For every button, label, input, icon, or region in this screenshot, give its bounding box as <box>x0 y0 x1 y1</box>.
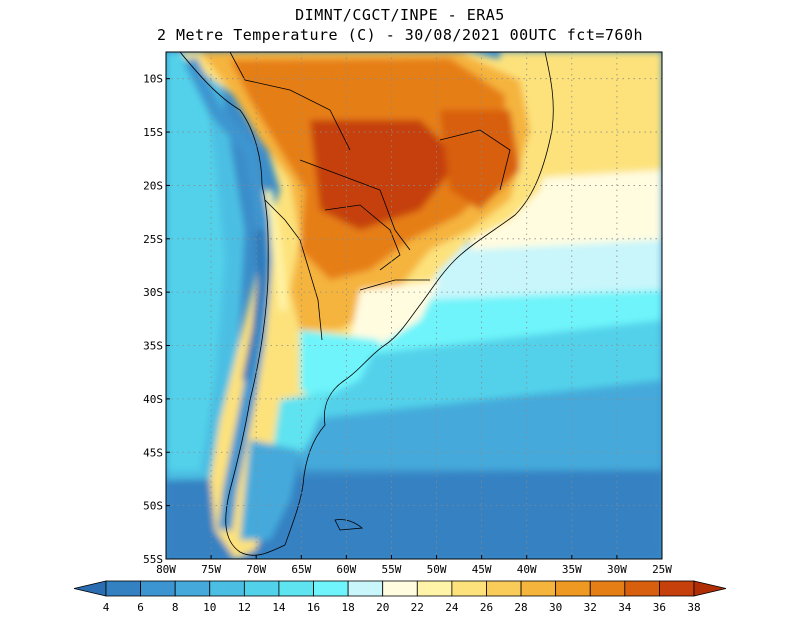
lon-tick-label: 30W <box>607 563 627 576</box>
colorbar-label: 30 <box>549 601 562 614</box>
longitude-ticks: 80W 75W 70W 65W 60W 55W 50W 45W 40W 35W 30W 25W <box>156 555 672 576</box>
colorbar-swatch <box>105 580 141 597</box>
graticule <box>166 52 662 559</box>
colorbar-label: 22 <box>411 601 424 614</box>
colorbar-label: 36 <box>653 601 666 614</box>
border-bolivia-brazil <box>299 159 411 251</box>
temperature-field <box>166 52 662 559</box>
colorbar-swatch <box>520 580 557 597</box>
colorbar-label: 6 <box>137 601 144 614</box>
colorbar: 4 6 8 10 12 14 16 18 20 22 24 26 28 30 32 34 36 38 <box>73 580 727 614</box>
lon-tick-label: 45W <box>472 563 492 576</box>
andes-high <box>242 229 266 381</box>
lat-tick-label: 30S <box>143 286 163 299</box>
lon-tick-label: 65W <box>291 563 311 576</box>
colorbar-swatch <box>486 580 522 597</box>
lon-tick-label: 75W <box>201 563 221 576</box>
colorbar-swatch <box>243 580 280 597</box>
coastlines <box>179 52 554 556</box>
colorbar-label: 4 <box>103 601 110 614</box>
lat-tick-label: 10S <box>143 73 163 86</box>
uruguay-region <box>350 280 440 345</box>
lon-tick-label: 35W <box>562 563 582 576</box>
lat-tick-label: 15S <box>143 126 163 139</box>
pacific-band-warm <box>166 52 225 470</box>
border-peru-bolivia <box>229 52 351 151</box>
latitude-ticks: 10S 15S 20S 25S 30S 35S 40S 45S 50S 55S <box>143 73 170 566</box>
lon-tick-label: 70W <box>246 563 266 576</box>
colorbar-label: 10 <box>203 601 216 614</box>
pacific-coastline <box>179 52 286 556</box>
colorbar-label: 14 <box>272 601 286 614</box>
colorbar-label: 38 <box>687 601 700 614</box>
land-hot-core <box>310 120 460 230</box>
atlantic-band-20 <box>400 230 662 300</box>
colorbar-label: 34 <box>618 601 632 614</box>
figure-title-line1: DIMNT/CGCT/INPE - ERA5 <box>295 6 505 24</box>
lon-tick-label: 60W <box>336 563 356 576</box>
colorbar-swatch <box>659 580 695 597</box>
lon-tick-label: 40W <box>517 563 537 576</box>
colorbar-swatch <box>624 580 660 597</box>
border-paraguay <box>324 204 401 271</box>
pampas-region <box>300 330 380 400</box>
colorbar-label: 8 <box>172 601 179 614</box>
lat-tick-label: 40S <box>143 393 163 406</box>
border-brazil-states <box>439 129 511 191</box>
lon-tick-label: 80W <box>156 563 176 576</box>
colorbar-swatch <box>416 580 453 597</box>
atlantic-coastline <box>284 52 554 546</box>
falkland-islands <box>334 519 363 531</box>
colorbar-label: 12 <box>238 601 251 614</box>
colorbar-swatch <box>278 580 314 597</box>
colorbar-label: 24 <box>445 601 459 614</box>
colorbar-label: 20 <box>376 601 389 614</box>
lat-tick-label: 25S <box>143 233 163 246</box>
lon-tick-label: 25W <box>652 563 672 576</box>
border-chile-argentina-north <box>264 199 323 341</box>
colorbar-high-arrow <box>693 580 727 597</box>
lon-tick-label: 50W <box>427 563 447 576</box>
colorbar-swatch <box>140 580 176 597</box>
colorbar-swatch <box>382 580 418 597</box>
lat-tick-label: 20S <box>143 179 163 192</box>
colorbar-swatch <box>347 580 384 597</box>
coastal-strip <box>264 189 287 311</box>
lat-tick-label: 45S <box>143 446 163 459</box>
colorbar-label: 18 <box>341 601 354 614</box>
colorbar-swatch <box>209 580 245 597</box>
colorbar-swatch <box>451 580 487 597</box>
border-uruguay <box>359 279 430 291</box>
colorbar-label: 16 <box>307 601 320 614</box>
colorbar-swatch <box>555 580 591 597</box>
figure-title-line2: 2 Metre Temperature (C) - 30/08/2021 00U… <box>156 26 644 44</box>
south-patagonia <box>240 440 300 540</box>
lon-tick-label: 55W <box>382 563 402 576</box>
lat-tick-label: 50S <box>143 500 163 513</box>
lat-tick-label: 55S <box>143 553 163 566</box>
colorbar-swatch <box>174 580 211 597</box>
colorbar-label: 32 <box>584 601 597 614</box>
colorbar-swatch <box>589 580 626 597</box>
colorbar-label: 28 <box>514 601 527 614</box>
colorbar-low-arrow <box>73 580 107 597</box>
map-frame <box>165 51 663 560</box>
colorbar-swatch <box>313 580 349 597</box>
colorbar-label: 26 <box>480 601 493 614</box>
lat-tick-label: 35S <box>143 340 163 353</box>
